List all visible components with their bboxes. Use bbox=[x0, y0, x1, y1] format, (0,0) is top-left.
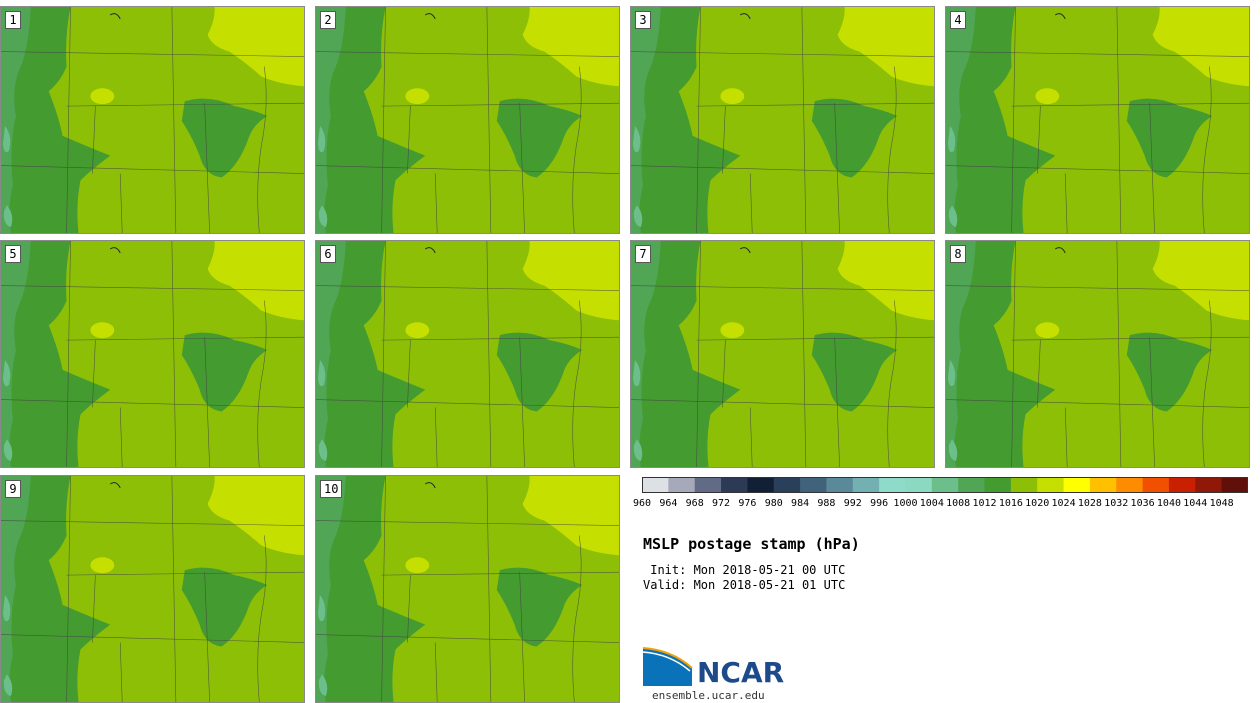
stamp-panel-1: 1 bbox=[0, 6, 305, 234]
colorbar bbox=[642, 477, 1248, 493]
stamp-panel-8: 8 bbox=[945, 240, 1250, 468]
colorbar-segment bbox=[958, 477, 986, 493]
colorbar-segment bbox=[879, 477, 906, 493]
colorbar-tick-label: 976 bbox=[738, 498, 757, 509]
colorbar-segment bbox=[773, 477, 801, 493]
colorbar-tick-label: 960 bbox=[632, 498, 652, 509]
ncar-logo-icon bbox=[642, 647, 693, 686]
stamp-panel-9: 9 bbox=[0, 475, 305, 703]
stamp-panel-3: 3 bbox=[630, 6, 935, 234]
colorbar-segment bbox=[826, 477, 854, 493]
colorbar-tick-label: 1000 bbox=[893, 498, 918, 509]
stamp-label: 1 bbox=[5, 11, 21, 29]
colorbar-segment bbox=[931, 477, 959, 493]
colorbar-segment bbox=[721, 477, 748, 493]
colorbar-segment bbox=[800, 477, 827, 493]
colorbar-segment bbox=[984, 477, 1012, 493]
colorbar-segment bbox=[1063, 477, 1091, 493]
colorbar-tick-label: 1008 bbox=[946, 498, 971, 509]
stamp-label: 6 bbox=[320, 245, 336, 263]
colorbar-segment bbox=[905, 477, 933, 493]
init-time: Init: Mon 2018-05-21 00 UTC bbox=[643, 563, 846, 577]
colorbar-tick-label: 980 bbox=[764, 498, 783, 509]
colorbar-tick-label: 996 bbox=[870, 498, 889, 509]
colorbar-tick-label: 1024 bbox=[1051, 498, 1076, 509]
stamp-panel-6: 6 bbox=[315, 240, 620, 468]
colorbar-labels: 960 964 968 972 976 980 984 988 992 996 1000 1004 10… bbox=[632, 498, 1258, 512]
stamp-panel-4: 4 bbox=[945, 6, 1250, 234]
colorbar-segment bbox=[1037, 477, 1065, 493]
colorbar-segment bbox=[1010, 477, 1038, 493]
colorbar-tick-label: 1048 bbox=[1209, 498, 1234, 509]
colorbar-tick-label: 1012 bbox=[972, 498, 997, 509]
colorbar-tick-label: 988 bbox=[817, 498, 836, 509]
colorbar-tick-label: 1040 bbox=[1156, 498, 1181, 509]
stamp-label: 5 bbox=[5, 245, 21, 263]
colorbar-tick-label: 1044 bbox=[1183, 498, 1208, 509]
colorbar-tick-label: 1020 bbox=[1025, 498, 1050, 509]
colorbar-tick-label: 984 bbox=[791, 498, 810, 509]
colorbar-tick-label: 1016 bbox=[998, 498, 1023, 509]
colorbar-tick-label: 964 bbox=[659, 498, 678, 509]
colorbar-tick-label: 1004 bbox=[919, 498, 944, 509]
colorbar-tick-label: 1028 bbox=[1077, 498, 1102, 509]
logo-text: NCAR bbox=[697, 656, 785, 689]
stamp-label: 7 bbox=[635, 245, 651, 263]
stamp-label: 10 bbox=[320, 480, 343, 498]
stamp-panel-7: 7 bbox=[630, 240, 935, 468]
stamp-panel-2: 2 bbox=[315, 6, 620, 234]
site-url: ensemble.ucar.edu bbox=[652, 689, 765, 702]
colorbar-segment bbox=[694, 477, 722, 493]
colorbar-segment bbox=[852, 477, 880, 493]
stamp-label: 9 bbox=[5, 480, 21, 498]
stamp-panel-5: 5 bbox=[0, 240, 305, 468]
stamp-panel-10: 10 bbox=[315, 475, 620, 703]
valid-time: Valid: Mon 2018-05-21 01 UTC bbox=[643, 578, 846, 592]
colorbar-segment bbox=[642, 477, 669, 493]
colorbar-segment bbox=[1142, 477, 1170, 493]
stamp-label: 3 bbox=[635, 11, 651, 29]
colorbar-segment bbox=[1116, 477, 1144, 493]
page-title: MSLP postage stamp (hPa) bbox=[643, 535, 860, 553]
colorbar-tick-label: 1036 bbox=[1130, 498, 1155, 509]
stamp-label: 8 bbox=[950, 245, 966, 263]
colorbar-segment bbox=[1195, 477, 1223, 493]
colorbar-segment bbox=[1168, 477, 1196, 493]
colorbar-segment bbox=[747, 477, 775, 493]
colorbar-tick-label: 968 bbox=[685, 498, 704, 509]
stamp-label: 4 bbox=[950, 11, 966, 29]
stamp-label: 2 bbox=[320, 11, 336, 29]
colorbar-segment bbox=[1221, 477, 1248, 493]
colorbar-tick-label: 992 bbox=[843, 498, 862, 509]
colorbar-segment bbox=[1089, 477, 1117, 493]
colorbar-segment bbox=[668, 477, 696, 493]
colorbar-tick-label: 972 bbox=[712, 498, 731, 509]
colorbar-tick-label: 1032 bbox=[1104, 498, 1129, 509]
